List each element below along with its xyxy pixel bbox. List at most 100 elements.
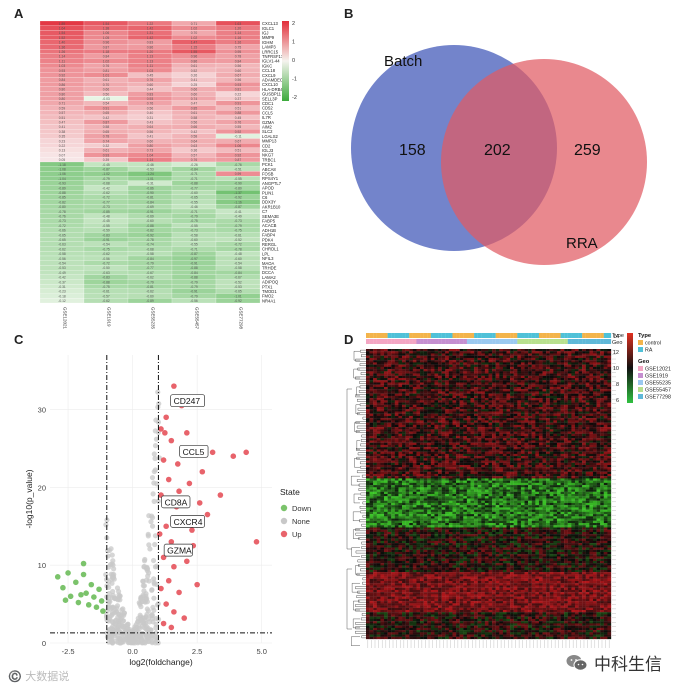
heatmap-d-cell — [474, 429, 478, 432]
heatmap-d-cell — [546, 391, 550, 394]
heatmap-a-cell-value: -0.79 — [190, 294, 198, 298]
heatmap-d-cell — [380, 420, 385, 423]
heatmap-d-cell — [546, 398, 550, 401]
heatmap-d-cell — [484, 364, 489, 367]
volcano-point-none — [109, 561, 115, 567]
heatmap-d-cell — [542, 420, 547, 423]
heatmap-d-cell — [409, 389, 413, 392]
heatmap-d-cell — [387, 369, 392, 372]
heatmap-d-cell — [452, 391, 457, 394]
heatmap-d-cell — [520, 382, 525, 385]
heatmap-d-cell — [520, 384, 525, 388]
volcano-point-none — [155, 601, 161, 607]
heatmap-d-cell — [546, 351, 550, 354]
heatmap-d-cell — [441, 420, 446, 423]
heatmap-d-cell — [387, 433, 392, 437]
heatmap-d-cell — [477, 420, 482, 423]
heatmap-d-cell — [582, 366, 586, 370]
heatmap-d-cell — [531, 393, 536, 396]
heatmap-d-cell — [510, 384, 514, 388]
heatmap-d-cell — [603, 429, 608, 432]
heatmap-a-cell-value: 0.05 — [59, 158, 66, 162]
heatmap-d-cell — [441, 440, 446, 443]
heatmap-d-cell — [538, 424, 543, 428]
heatmap-d-cell — [600, 351, 604, 354]
heatmap-d-cell — [531, 353, 536, 356]
heatmap-d-cell — [603, 442, 608, 446]
heatmap-d-cell — [528, 382, 532, 385]
heatmap-d-cell — [578, 431, 583, 434]
heatmap-d-cell — [430, 429, 435, 432]
heatmap-a-cell-value: 0.25 — [191, 83, 198, 87]
heatmap-d-geo-bar-cell — [423, 339, 428, 344]
heatmap-d-cell — [466, 458, 471, 461]
heatmap-d-cell — [546, 424, 550, 428]
heatmap-d-cell — [517, 429, 522, 432]
heatmap-d-cell — [430, 366, 435, 370]
heatmap-a-cell-value: 0.70 — [191, 31, 198, 35]
heatmap-a-gene-label: MAOA — [262, 261, 275, 266]
heatmap-d-cell — [506, 458, 511, 461]
heatmap-a-cell-value: -0.67 — [234, 276, 242, 280]
heatmap-d-cell — [463, 429, 468, 432]
heatmap-d-cell — [456, 378, 460, 381]
heatmap-d-type-bar-cell — [474, 333, 478, 338]
heatmap-d-cell — [582, 440, 586, 443]
heatmap-d-cell — [448, 458, 453, 461]
heatmap-d-cell — [495, 375, 500, 379]
heatmap-d-cell — [502, 380, 507, 383]
heatmap-d-cell — [510, 447, 514, 450]
heatmap-d-type-bar-cell — [409, 333, 413, 338]
heatmap-d-cell — [445, 364, 450, 367]
heatmap-d-cell — [387, 362, 392, 365]
heatmap-d-cell — [463, 413, 468, 417]
heatmap-d-cell — [387, 462, 392, 466]
heatmap-d-cell — [535, 422, 540, 425]
heatmap-d-cell — [560, 375, 565, 379]
heatmap-d-cell — [542, 380, 547, 383]
heatmap-d-cell — [416, 415, 421, 419]
volcano-point-up — [158, 426, 164, 432]
volcano-point-none — [147, 546, 153, 552]
heatmap-a-cell-value: 0.87 — [235, 158, 242, 162]
heatmap-d-cell — [542, 411, 547, 414]
heatmap-d-cell — [380, 402, 385, 405]
heatmap-d-cell — [531, 456, 536, 459]
heatmap-d-cell — [420, 404, 424, 408]
heatmap-d-cell — [535, 353, 540, 356]
heatmap-a-cell-value: -0.88 — [190, 182, 198, 186]
heatmap-d-cell — [481, 351, 486, 354]
heatmap-d-cell — [502, 382, 507, 385]
heatmap-d-cell — [564, 360, 568, 363]
heatmap-d-cell — [470, 349, 475, 352]
volcano-point-up — [168, 624, 175, 631]
heatmap-a-cell-value: 0.59 — [59, 106, 66, 110]
heatmap-d-cell — [549, 407, 554, 410]
heatmap-d-cell — [506, 404, 511, 408]
heatmap-d-cell — [380, 404, 385, 408]
heatmap-d-cell — [556, 373, 561, 376]
heatmap-d-cell — [376, 400, 381, 403]
heatmap-d-cell — [560, 393, 565, 396]
heatmap-d-cell — [574, 444, 579, 448]
heatmap-d-cell — [412, 373, 417, 376]
heatmap-d-cell — [481, 384, 486, 388]
heatmap-d-cell — [366, 393, 370, 396]
heatmap-d-cell — [484, 456, 489, 459]
heatmap-d-geo-bar-cell — [470, 339, 475, 344]
heatmap-d-cell — [477, 389, 482, 392]
heatmap-d-cell — [582, 449, 586, 452]
heatmap-d-cell — [416, 409, 421, 412]
heatmap-d-cell — [600, 462, 604, 466]
heatmap-a-cell-value: -1.16 — [234, 200, 242, 204]
heatmap-d-cell — [513, 458, 518, 461]
volcano-point-none — [151, 480, 157, 486]
heatmap-d-cell — [553, 398, 558, 401]
heatmap-d-cell — [592, 373, 597, 376]
heatmap-d-cell — [528, 375, 532, 379]
heatmap-d-cell — [510, 386, 514, 390]
heatmap-a-cell-value: 0.67 — [235, 74, 242, 78]
volcano-point-up — [230, 453, 237, 459]
heatmap-a-cell-value: 0.41 — [147, 135, 154, 139]
heatmap-d-cell — [556, 402, 561, 405]
